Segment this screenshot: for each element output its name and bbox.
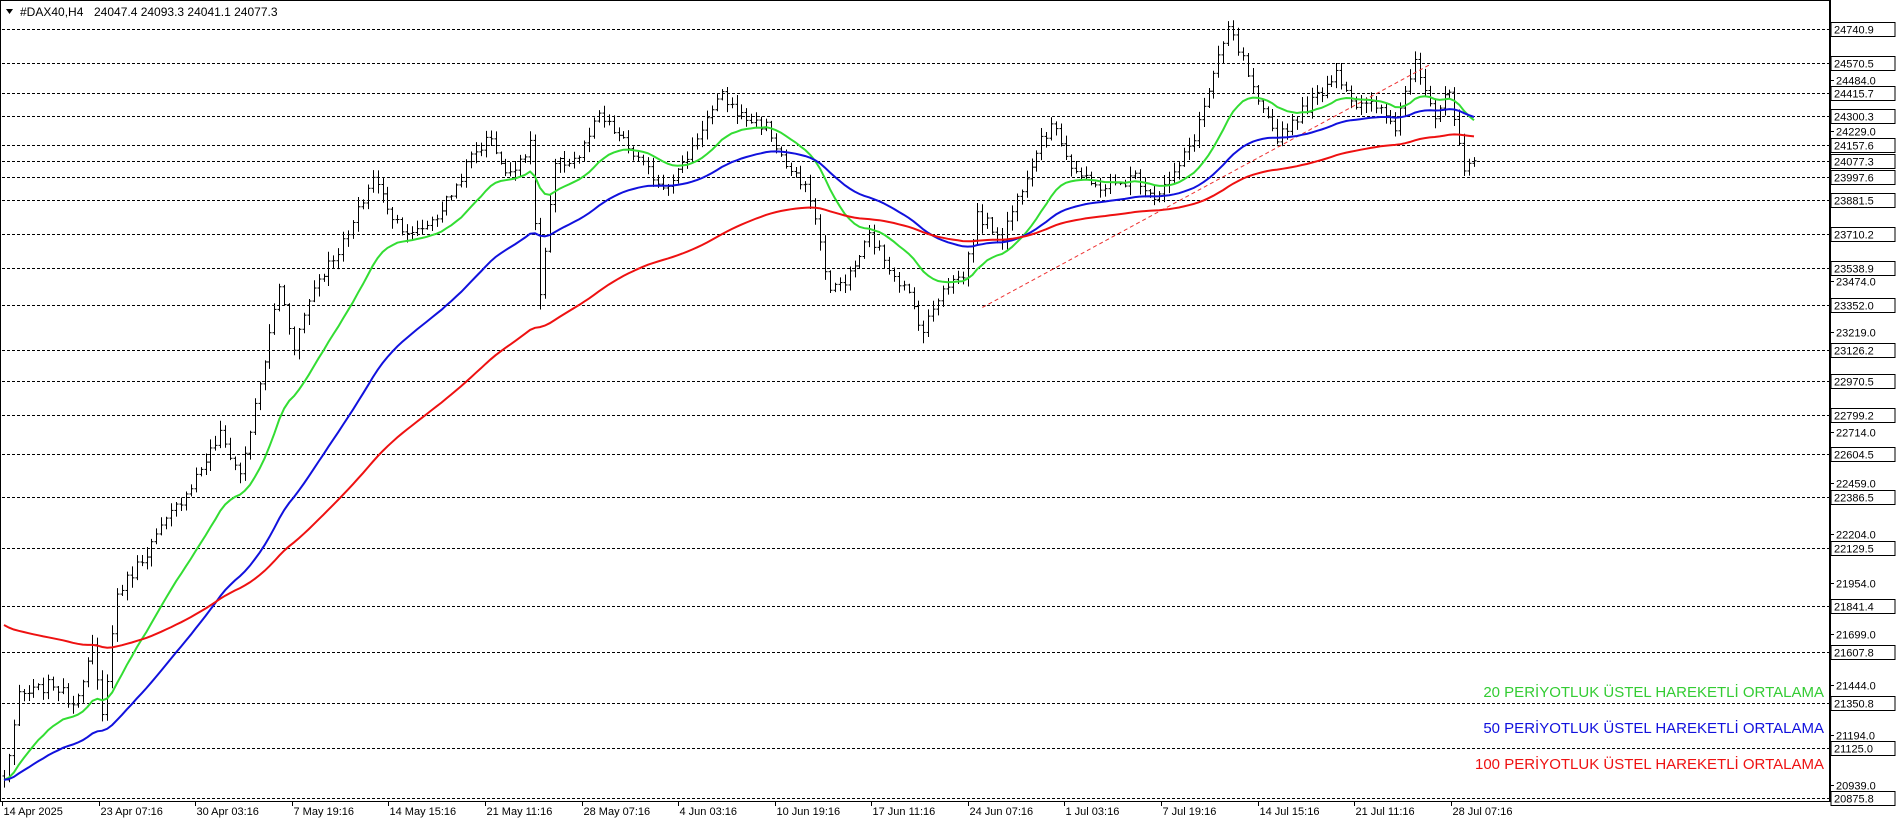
ema-line-100 — [3, 133, 1475, 649]
time-tick-label: 4 Jun 03:16 — [680, 806, 738, 818]
level-label-box — [1830, 791, 1896, 806]
symbol-label: #DAX40,H4 — [20, 5, 84, 19]
level-label-box — [1830, 343, 1896, 358]
level-label: 21350.8 — [1834, 699, 1874, 711]
time-tick-label: 21 May 11:16 — [487, 806, 553, 818]
time-tick-label: 1 Jul 03:16 — [1066, 806, 1120, 818]
level-label: 24570.5 — [1834, 59, 1874, 71]
price-bars — [2, 20, 1477, 788]
time-tick-label: 21 Jul 11:16 — [1356, 806, 1415, 818]
level-label-box — [1830, 227, 1896, 242]
legend: 20 PERİYOTLUK ÜSTEL HAREKETLİ ORTALAMA 5… — [1475, 683, 1824, 773]
level-label-box — [1830, 490, 1896, 505]
level-label-box — [1830, 56, 1896, 71]
collapse-triangle-icon[interactable] — [6, 9, 13, 14]
level-label-box — [1830, 154, 1896, 169]
level-label: 22604.5 — [1834, 450, 1874, 462]
price-tick-label: 24484.0 — [1836, 76, 1876, 88]
level-label: 23997.6 — [1834, 173, 1874, 185]
level-label: 22970.5 — [1834, 377, 1874, 389]
level-label: 23710.2 — [1834, 230, 1874, 242]
level-label-box — [1830, 696, 1896, 711]
price-tick-label: 23219.0 — [1836, 328, 1876, 340]
level-label: 24077.3 — [1834, 157, 1874, 169]
price-tick-label: 21954.0 — [1836, 579, 1876, 591]
time-tick-label: 14 May 15:16 — [390, 806, 457, 818]
time-tick-label: 17 Jun 11:16 — [873, 806, 936, 818]
legend-ema50: 50 PERİYOTLUK ÜSTEL HAREKETLİ ORTALAMA — [1483, 719, 1824, 737]
level-label-box — [1830, 261, 1896, 276]
level-label-box — [1830, 645, 1896, 660]
price-tick-label: 22714.0 — [1836, 428, 1876, 440]
level-label-box — [1830, 741, 1896, 756]
level-label: 21607.8 — [1834, 648, 1874, 660]
time-tick-label: 14 Jul 15:16 — [1260, 806, 1320, 818]
price-tick-label: 23474.0 — [1836, 277, 1876, 289]
time-tick-label: 28 Jul 07:16 — [1453, 806, 1513, 818]
trendline-segment — [982, 64, 1430, 308]
level-label: 21841.4 — [1834, 602, 1874, 614]
level-label: 22129.5 — [1834, 544, 1874, 556]
time-tick-label: 10 Jun 19:16 — [777, 806, 841, 818]
level-label: 24300.3 — [1834, 112, 1874, 124]
level-label-box — [1830, 170, 1896, 185]
level-label-box — [1830, 298, 1896, 313]
level-label: 22799.2 — [1834, 411, 1874, 423]
time-tick-label: 7 May 19:16 — [294, 806, 355, 818]
ema-lines — [3, 95, 1475, 781]
level-label-box — [1830, 599, 1896, 614]
price-axis-ticks: 24484.0 24229.0 23474.0 23219.0 22714.0 22459… — [1830, 76, 1876, 793]
level-label: 24157.6 — [1834, 141, 1874, 153]
time-tick-label: 14 Apr 2025 — [4, 806, 63, 818]
level-label-box — [1830, 447, 1896, 462]
time-tick-label: 7 Jul 19:16 — [1163, 806, 1217, 818]
level-label-box — [1830, 86, 1896, 101]
level-label-box — [1830, 374, 1896, 389]
price-tick-label: 21699.0 — [1836, 630, 1876, 642]
time-axis-ticks: 14 Apr 2025 23 Apr 07:16 30 Apr 03:16 7 May… — [2, 802, 1513, 818]
time-tick-label: 30 Apr 03:16 — [197, 806, 259, 818]
price-tick-label: 24229.0 — [1836, 127, 1876, 139]
chart-header: #DAX40,H4 24047.4 24093.3 24041.1 24077.… — [6, 5, 278, 19]
time-tick-label: 28 May 07:16 — [584, 806, 651, 818]
level-label-box — [1830, 109, 1896, 124]
level-label: 24740.9 — [1834, 25, 1874, 37]
ema-line-50 — [3, 108, 1475, 781]
level-lines: 24740.9 24570.5 24415.7 24300.3 24157.6 24077… — [2, 22, 1896, 806]
price-tick-label: 22204.0 — [1836, 530, 1876, 542]
plot-border — [0, 0, 1830, 802]
time-tick-label: 23 Apr 07:16 — [101, 806, 163, 818]
time-tick-label: 24 Jun 07:16 — [970, 806, 1034, 818]
level-label-box — [1830, 541, 1896, 556]
level-label: 21125.0 — [1834, 744, 1873, 756]
level-label: 23126.2 — [1834, 346, 1874, 358]
level-label: 24415.7 — [1834, 89, 1874, 101]
legend-ema100: 100 PERİYOTLUK ÜSTEL HAREKETLİ ORTALAMA — [1475, 755, 1824, 773]
price-tick-label: 20939.0 — [1836, 781, 1876, 793]
trendline — [982, 64, 1430, 308]
level-label-box — [1830, 408, 1896, 423]
price-tick-label: 21444.0 — [1836, 681, 1876, 693]
level-label: 23538.9 — [1834, 264, 1874, 276]
ema-line-20 — [3, 95, 1475, 781]
price-tick-label: 21194.0 — [1836, 731, 1875, 743]
price-tick-label: 22459.0 — [1836, 479, 1876, 491]
level-label: 23881.5 — [1834, 196, 1874, 208]
level-label: 22386.5 — [1834, 493, 1874, 505]
level-label-box — [1830, 22, 1896, 37]
level-label-box — [1830, 138, 1896, 153]
level-label: 20875.8 — [1834, 794, 1874, 806]
level-label: 23352.0 — [1834, 301, 1874, 313]
legend-ema20: 20 PERİYOTLUK ÜSTEL HAREKETLİ ORTALAMA — [1483, 683, 1824, 701]
level-label-box — [1830, 193, 1896, 208]
ohlc-label: 24047.4 24093.3 24041.1 24077.3 — [94, 5, 278, 19]
